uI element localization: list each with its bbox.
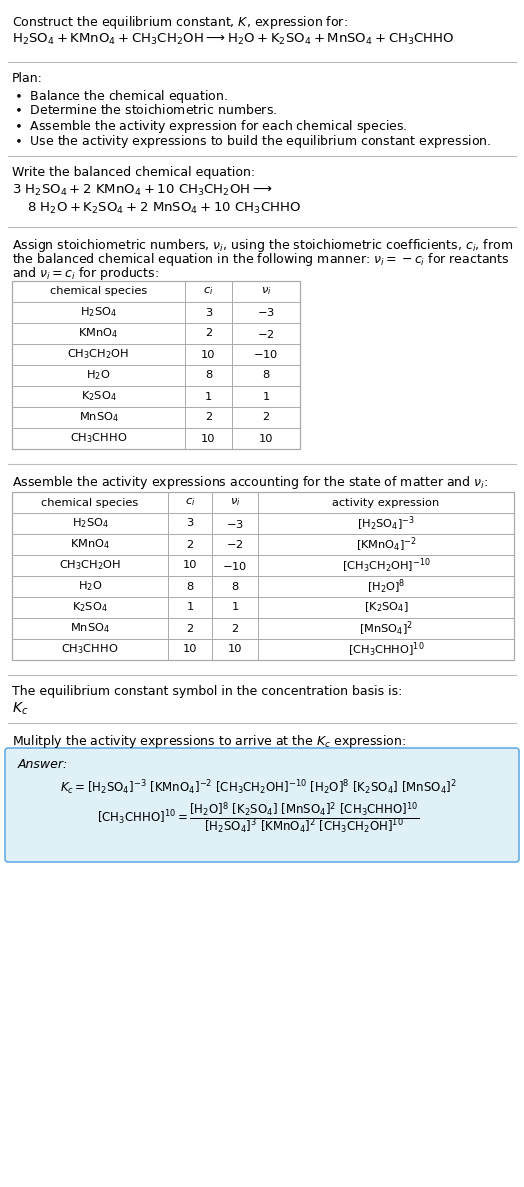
Text: $\mathrm{CH_3CH_2OH}$: $\mathrm{CH_3CH_2OH}$ <box>67 348 129 361</box>
Text: $-10$: $-10$ <box>254 349 279 361</box>
Text: $\bullet$  Determine the stoichiometric numbers.: $\bullet$ Determine the stoichiometric n… <box>14 103 277 118</box>
Text: $\mathrm{H_2SO_4}$: $\mathrm{H_2SO_4}$ <box>80 305 117 319</box>
Text: 10: 10 <box>259 433 273 444</box>
Text: $\mathrm{MnSO_4}$: $\mathrm{MnSO_4}$ <box>70 622 110 635</box>
Text: The equilibrium constant symbol in the concentration basis is:: The equilibrium constant symbol in the c… <box>12 685 402 698</box>
Text: 8: 8 <box>205 370 212 381</box>
Text: 3: 3 <box>187 519 194 528</box>
Text: 10: 10 <box>201 349 216 360</box>
Text: $K_c$: $K_c$ <box>12 702 28 717</box>
Text: $\bullet$  Balance the chemical equation.: $\bullet$ Balance the chemical equation. <box>14 88 228 104</box>
Text: 1: 1 <box>187 603 194 612</box>
Text: 10: 10 <box>183 645 197 654</box>
Text: $\mathrm{8\ H_2O + K_2SO_4 + 2\ MnSO_4 + 10\ CH_3CHHO}$: $\mathrm{8\ H_2O + K_2SO_4 + 2\ MnSO_4 +… <box>27 201 301 216</box>
Text: Mulitply the activity expressions to arrive at the $K_c$ expression:: Mulitply the activity expressions to arr… <box>12 734 406 750</box>
Text: 10: 10 <box>201 433 216 444</box>
Text: $\nu_i$: $\nu_i$ <box>261 286 271 298</box>
Text: chemical species: chemical species <box>41 497 139 508</box>
Bar <box>12 281 300 449</box>
Text: Write the balanced chemical equation:: Write the balanced chemical equation: <box>12 166 255 179</box>
Text: Plan:: Plan: <box>12 72 43 85</box>
Text: Assemble the activity expressions accounting for the state of matter and $\nu_i$: Assemble the activity expressions accoun… <box>12 474 488 491</box>
Text: $\mathrm{KMnO_4}$: $\mathrm{KMnO_4}$ <box>70 538 110 552</box>
Text: 1: 1 <box>263 392 270 401</box>
Text: activity expression: activity expression <box>332 497 440 508</box>
Text: $\mathrm{3\ H_2SO_4 + 2\ KMnO_4 + 10\ CH_3CH_2OH \longrightarrow}$: $\mathrm{3\ H_2SO_4 + 2\ KMnO_4 + 10\ CH… <box>12 183 272 198</box>
Text: $-10$: $-10$ <box>222 559 248 571</box>
Text: Answer:: Answer: <box>18 758 68 772</box>
Text: $\bullet$  Assemble the activity expression for each chemical species.: $\bullet$ Assemble the activity expressi… <box>14 118 408 135</box>
Text: $\mathrm{K_2SO_4}$: $\mathrm{K_2SO_4}$ <box>72 601 108 615</box>
Text: $[\mathrm{MnSO_4}]^2$: $[\mathrm{MnSO_4}]^2$ <box>359 620 413 637</box>
Text: $[\mathrm{CH_3CH_2OH}]^{-10}$: $[\mathrm{CH_3CH_2OH}]^{-10}$ <box>342 557 430 575</box>
Bar <box>12 491 514 660</box>
Text: 8: 8 <box>263 370 270 381</box>
Text: 2: 2 <box>205 413 212 423</box>
Text: 2: 2 <box>232 623 238 634</box>
Text: 1: 1 <box>232 603 238 612</box>
Text: 2: 2 <box>187 540 193 550</box>
Text: $[\mathrm{H_2O}]^8$: $[\mathrm{H_2O}]^8$ <box>367 577 405 596</box>
Text: $\mathrm{KMnO_4}$: $\mathrm{KMnO_4}$ <box>79 326 118 341</box>
Text: $\mathrm{CH_3CHHO}$: $\mathrm{CH_3CHHO}$ <box>70 432 127 445</box>
Text: $c_i$: $c_i$ <box>185 496 195 508</box>
Text: $\mathrm{MnSO_4}$: $\mathrm{MnSO_4}$ <box>79 411 118 425</box>
Text: 2: 2 <box>263 413 269 423</box>
Text: $\mathrm{CH_3CH_2OH}$: $\mathrm{CH_3CH_2OH}$ <box>59 559 121 572</box>
Text: $-3$: $-3$ <box>257 306 275 318</box>
Text: $\bullet$  Use the activity expressions to build the equilibrium constant expres: $\bullet$ Use the activity expressions t… <box>14 133 491 150</box>
Text: $[\mathrm{CH_3CHHO}]^{10} = \dfrac{[\mathrm{H_2O}]^8\ [\mathrm{K_2SO_4}]\ [\math: $[\mathrm{CH_3CHHO}]^{10} = \dfrac{[\mat… <box>97 800 419 836</box>
Text: $\mathrm{H_2O}$: $\mathrm{H_2O}$ <box>86 369 111 382</box>
Text: Assign stoichiometric numbers, $\nu_i$, using the stoichiometric coefficients, $: Assign stoichiometric numbers, $\nu_i$, … <box>12 237 513 254</box>
Text: $K_c = [\mathrm{H_2SO_4}]^{-3}\ [\mathrm{KMnO_4}]^{-2}\ [\mathrm{CH_3CH_2OH}]^{-: $K_c = [\mathrm{H_2SO_4}]^{-3}\ [\mathrm… <box>60 777 456 796</box>
Text: and $\nu_i = c_i$ for products:: and $\nu_i = c_i$ for products: <box>12 265 159 283</box>
Text: chemical species: chemical species <box>50 286 147 297</box>
Text: 1: 1 <box>205 392 212 401</box>
Text: $[\mathrm{CH_3CHHO}]^{10}$: $[\mathrm{CH_3CHHO}]^{10}$ <box>348 640 424 659</box>
Text: the balanced chemical equation in the following manner: $\nu_i = -c_i$ for react: the balanced chemical equation in the fo… <box>12 250 509 268</box>
Text: $\mathrm{H_2SO_4}$: $\mathrm{H_2SO_4}$ <box>72 516 108 531</box>
Text: 2: 2 <box>187 623 193 634</box>
Text: 10: 10 <box>228 645 242 654</box>
Text: $\nu_i$: $\nu_i$ <box>230 496 241 508</box>
FancyBboxPatch shape <box>5 748 519 862</box>
Text: $\mathrm{H_2SO_4 + KMnO_4 + CH_3CH_2OH} \longrightarrow \mathrm{H_2O + K_2SO_4 +: $\mathrm{H_2SO_4 + KMnO_4 + CH_3CH_2OH} … <box>12 32 454 47</box>
Text: Construct the equilibrium constant, $K$, expression for:: Construct the equilibrium constant, $K$,… <box>12 14 348 31</box>
Text: $\mathrm{CH_3CHHO}$: $\mathrm{CH_3CHHO}$ <box>61 642 118 656</box>
Text: $[\mathrm{H_2SO_4}]^{-3}$: $[\mathrm{H_2SO_4}]^{-3}$ <box>357 514 415 533</box>
Text: 10: 10 <box>183 560 197 571</box>
Text: $\mathrm{K_2SO_4}$: $\mathrm{K_2SO_4}$ <box>81 389 116 404</box>
Text: $-2$: $-2$ <box>226 539 244 551</box>
Text: 8: 8 <box>232 582 238 591</box>
Text: 2: 2 <box>205 329 212 338</box>
Text: $-2$: $-2$ <box>257 328 275 339</box>
Text: $[\mathrm{KMnO_4}]^{-2}$: $[\mathrm{KMnO_4}]^{-2}$ <box>356 535 417 553</box>
Text: $[\mathrm{K_2SO_4}]$: $[\mathrm{K_2SO_4}]$ <box>364 601 408 615</box>
Text: $-3$: $-3$ <box>226 518 244 529</box>
Text: 8: 8 <box>187 582 194 591</box>
Text: 3: 3 <box>205 307 212 317</box>
Text: $\mathrm{H_2O}$: $\mathrm{H_2O}$ <box>78 579 102 594</box>
Text: $c_i$: $c_i$ <box>203 286 214 298</box>
